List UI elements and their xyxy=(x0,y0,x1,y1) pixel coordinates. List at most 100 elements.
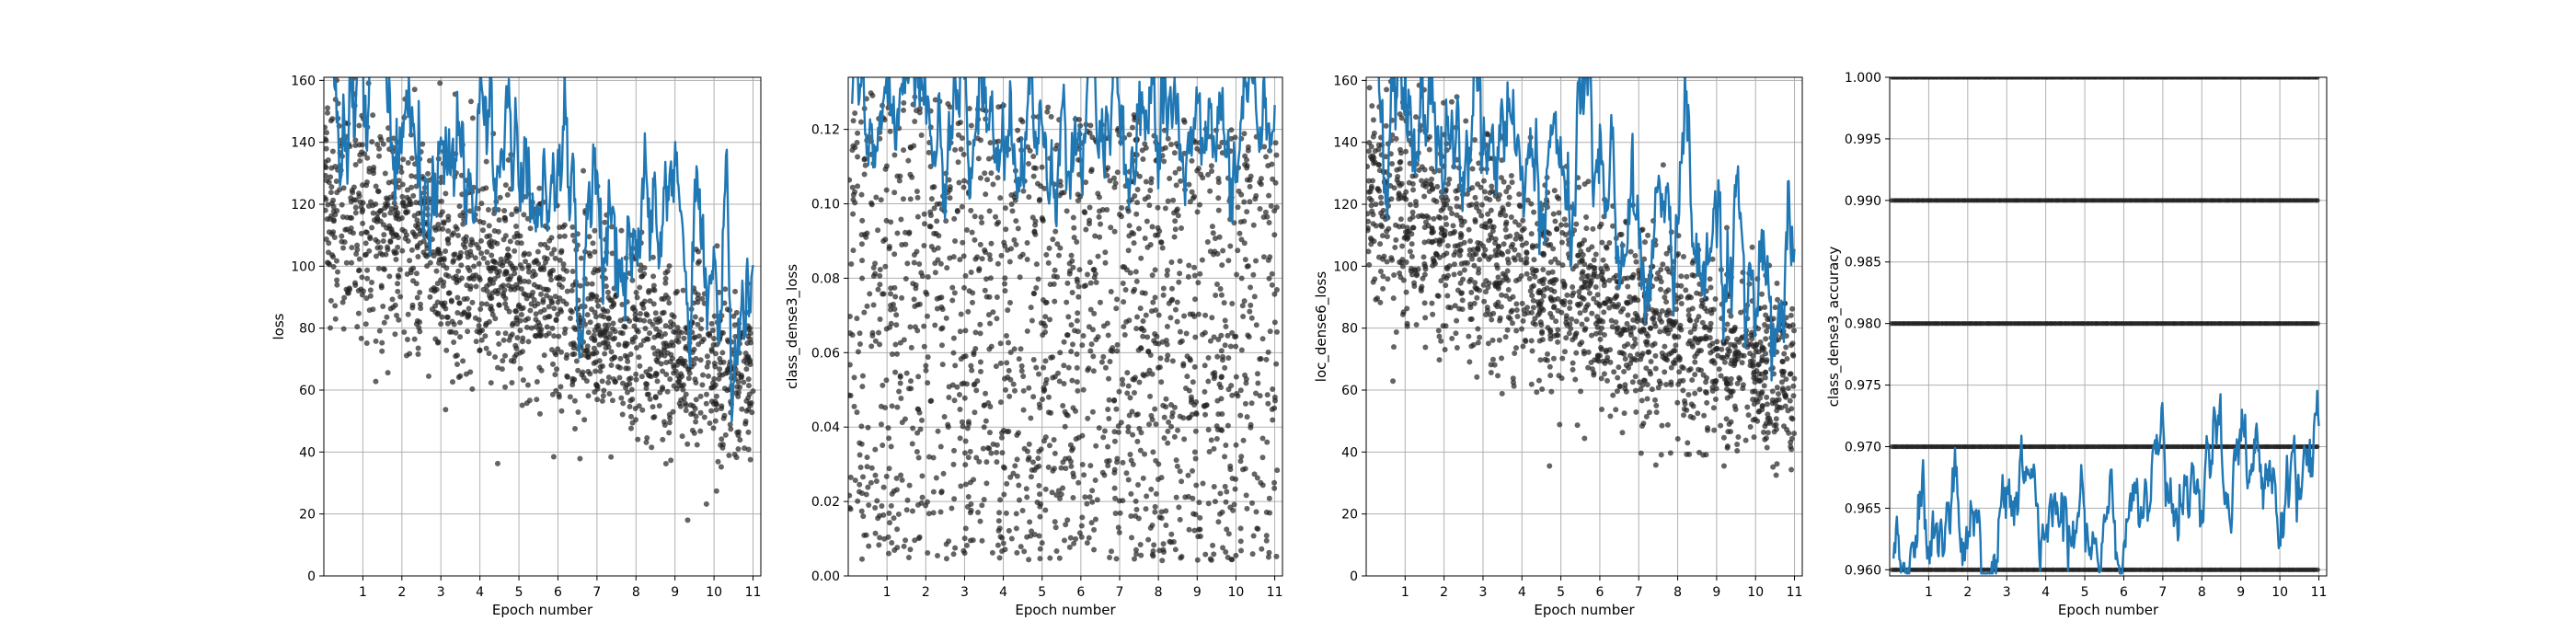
scatter-point xyxy=(717,372,723,378)
scatter-point xyxy=(908,344,914,351)
scatter-point xyxy=(525,269,532,275)
scatter-point xyxy=(1757,395,1764,401)
scatter-point xyxy=(1156,514,1163,521)
scatter-point xyxy=(1011,346,1018,352)
scatter-point xyxy=(434,250,441,257)
scatter-point xyxy=(1271,394,1278,400)
scatter-point xyxy=(1207,556,1213,562)
scatter-point xyxy=(888,443,894,450)
scatter-point xyxy=(1051,436,1057,443)
scatter-point xyxy=(1191,401,1198,408)
scatter-point xyxy=(650,273,657,280)
scatter-point xyxy=(858,241,865,247)
scatter-point xyxy=(1158,379,1165,385)
scatter-point xyxy=(375,265,382,271)
scatter-point xyxy=(1685,367,1692,374)
scatter-point xyxy=(1073,436,1079,443)
scatter-point xyxy=(1000,540,1006,546)
scatter-point xyxy=(445,240,452,247)
scatter-point xyxy=(1412,199,1419,205)
scatter-point xyxy=(1160,541,1167,547)
scatter-point xyxy=(1407,248,1413,255)
scatter-point xyxy=(454,294,461,301)
scatter-point xyxy=(1522,337,1528,343)
x-tick-label: 2 xyxy=(922,585,930,600)
scatter-point xyxy=(473,339,479,345)
scatter-point xyxy=(1468,289,1475,295)
scatter-point xyxy=(537,309,544,316)
scatter-point xyxy=(567,315,573,321)
scatter-point xyxy=(1573,221,1580,227)
scatter-point xyxy=(1123,470,1130,477)
scatter-point xyxy=(1194,557,1201,563)
scatter-point xyxy=(1052,374,1058,380)
scatter-point xyxy=(894,404,901,410)
scatter-point xyxy=(1475,247,1481,253)
scatter-point xyxy=(1095,253,1101,259)
scatter-point xyxy=(718,442,724,448)
scatter-point xyxy=(1168,285,1175,292)
scatter-point xyxy=(1024,256,1030,262)
scatter-point xyxy=(903,507,910,513)
scatter-point xyxy=(1194,167,1201,174)
scatter-point xyxy=(997,497,1004,503)
scatter-point xyxy=(1573,318,1580,325)
scatter-point xyxy=(1147,524,1154,531)
scatter-point xyxy=(1171,150,1178,156)
scatter-point xyxy=(638,267,644,273)
scatter-point xyxy=(666,420,673,426)
scatter-point xyxy=(393,256,399,262)
scatter-point xyxy=(1453,330,1459,337)
scatter-point xyxy=(558,408,565,414)
scatter-point xyxy=(1041,185,1048,191)
scatter-point xyxy=(1128,457,1134,464)
scatter-point xyxy=(610,302,616,308)
scatter-point xyxy=(1688,401,1695,408)
scatter-point xyxy=(462,244,468,250)
scatter-point xyxy=(399,247,406,254)
scatter-point xyxy=(339,233,345,239)
scatter-point xyxy=(551,305,558,312)
plot-area xyxy=(324,77,756,523)
scatter-point xyxy=(1271,291,1278,297)
scatter-point xyxy=(352,161,359,167)
scatter-point xyxy=(526,251,533,258)
scatter-point xyxy=(1375,142,1382,148)
scatter-point xyxy=(1668,364,1674,371)
scatter-point xyxy=(1133,498,1139,504)
scatter-point xyxy=(952,362,959,369)
scatter-point xyxy=(999,535,1006,541)
scatter-point xyxy=(1616,364,1622,371)
scatter-point xyxy=(465,328,471,335)
scatter-point xyxy=(502,182,509,189)
scatter-point xyxy=(1074,238,1080,245)
x-tick-label: 3 xyxy=(437,585,445,600)
scatter-point xyxy=(1144,218,1150,224)
scatter-point xyxy=(402,203,408,210)
scatter-point xyxy=(855,183,861,190)
scatter-point xyxy=(1161,435,1167,442)
scatter-point xyxy=(697,357,704,363)
scatter-point xyxy=(1373,223,1379,229)
scatter-point xyxy=(1075,191,1081,198)
scatter-point xyxy=(1419,178,1425,184)
scatter-point xyxy=(1383,154,1389,160)
scatter-point xyxy=(662,275,669,282)
scatter-point xyxy=(1508,309,1514,316)
scatter-point xyxy=(691,335,697,341)
scatter-point xyxy=(492,316,499,322)
scatter-point xyxy=(1253,509,1259,515)
scatter-point xyxy=(1084,271,1090,278)
scatter-point xyxy=(569,351,576,358)
scatter-point xyxy=(1241,298,1248,305)
scatter-point xyxy=(1115,524,1121,531)
scatter-point xyxy=(933,475,939,481)
scatter-point xyxy=(413,200,420,206)
scatter-point xyxy=(850,247,857,254)
scatter-point xyxy=(1074,317,1080,324)
scatter-point xyxy=(1466,333,1472,339)
scatter-point xyxy=(584,343,591,350)
scatter-point xyxy=(1546,242,1552,248)
scatter-point xyxy=(1510,293,1516,300)
scatter-point xyxy=(909,441,915,447)
